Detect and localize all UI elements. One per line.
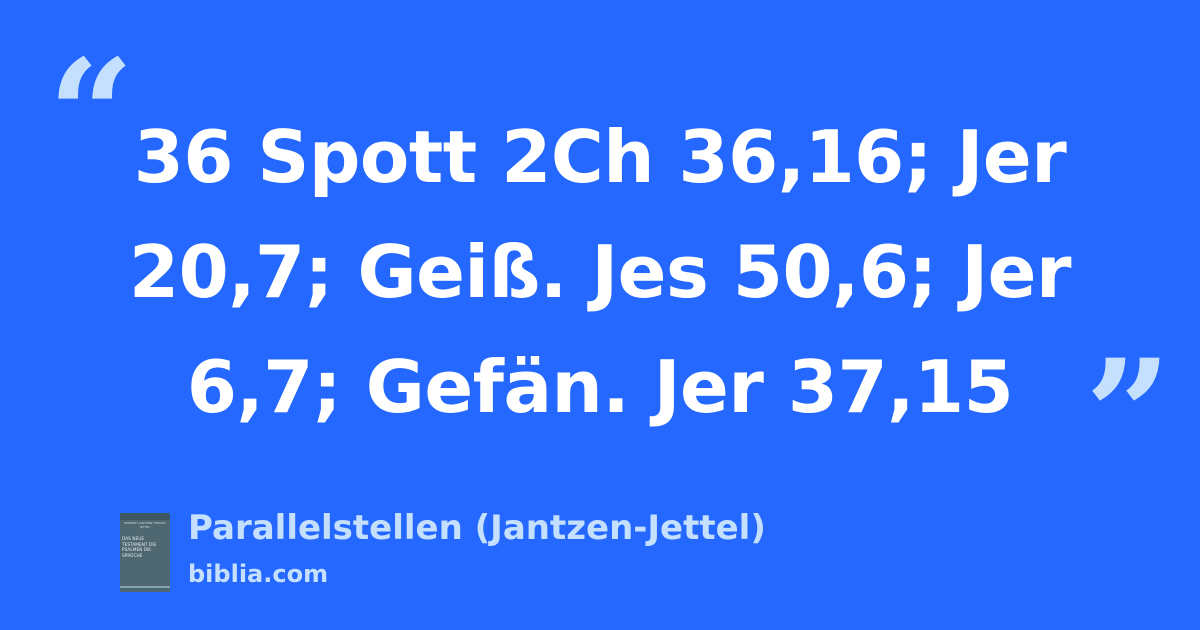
quote-text: 36 Spott 2Ch 36,16; Jer 20,7; Geiß. Jes … bbox=[129, 115, 1072, 429]
close-quote-mark: ” bbox=[1085, 327, 1172, 503]
source-site-link[interactable]: biblia.com bbox=[188, 560, 329, 588]
open-quote-mark: “ bbox=[48, 27, 135, 203]
book-cover-authors: HERBERT JANTZEN THOMAS JETTEL bbox=[124, 521, 166, 529]
book-cover[interactable]: HERBERT JANTZEN THOMAS JETTEL DAS NEUE T… bbox=[120, 513, 170, 592]
source-title[interactable]: Parallelstellen (Jantzen-Jettel) bbox=[188, 508, 766, 548]
book-cover-title: DAS NEUE TESTAMENT DIE PSALMEN DIE SPRÜC… bbox=[122, 537, 157, 559]
book-cover-stripe bbox=[120, 586, 170, 588]
